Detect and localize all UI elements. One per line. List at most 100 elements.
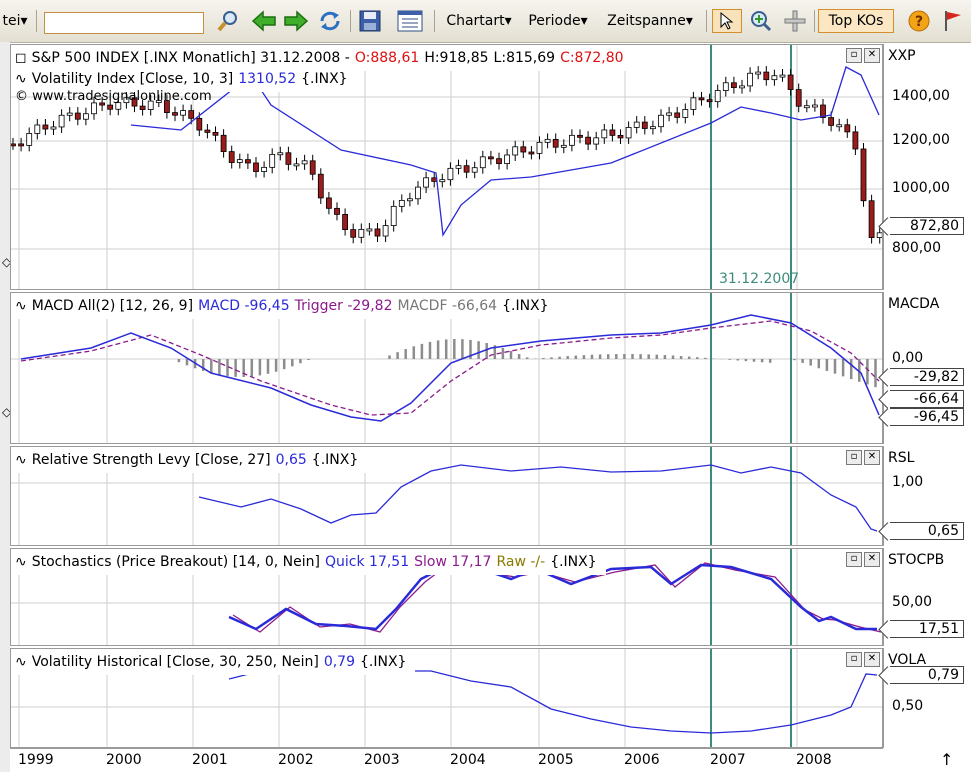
- candle-body: [350, 229, 357, 238]
- rsl-axis[interactable]: RSL 1,00 0,65: [883, 446, 971, 546]
- stoch-panel[interactable]: ∿ Stochastics (Price Breakout) [14, 0, N…: [10, 548, 883, 646]
- candle-body: [11, 143, 16, 147]
- toolbar: tei ▾ Chartart ▾ Periode ▾ Zeitspanne ▾ Top …: [0, 0, 971, 43]
- list-icon[interactable]: [394, 9, 426, 33]
- macdf-tag: -66,64: [890, 390, 964, 408]
- candle-body: [99, 102, 105, 106]
- back-arrow-icon[interactable]: [250, 9, 278, 33]
- candle-body: [382, 225, 389, 237]
- save-icon[interactable]: [356, 9, 384, 33]
- help-icon[interactable]: ?: [904, 9, 934, 33]
- separator: [36, 10, 37, 32]
- zeitspanne-dropdown[interactable]: Zeitspanne ▾: [600, 9, 700, 33]
- vola-value: 0,79: [323, 654, 355, 670]
- year-label: 2002: [278, 752, 314, 768]
- periode-dropdown[interactable]: Periode ▾: [522, 9, 594, 33]
- maximize-icon[interactable]: ▫: [846, 450, 862, 465]
- chartart-dropdown[interactable]: Chartart ▾: [440, 9, 518, 33]
- candle-body: [34, 124, 41, 134]
- candle-body: [366, 228, 373, 232]
- candle-body: [812, 104, 818, 108]
- line-icon: ∿: [15, 554, 27, 570]
- stoch-axis[interactable]: STOCPB 50,00 17,51: [883, 548, 971, 646]
- date-overlay: 31.12.2007: [719, 271, 800, 287]
- collapse-handle-icon[interactable]: ◇: [2, 405, 12, 419]
- vola-panel[interactable]: ∿ Volatility Historical [Close, 30, 250,…: [10, 648, 883, 748]
- candle-body: [91, 102, 97, 115]
- candle-body: [204, 129, 211, 133]
- macd-axis[interactable]: MACDA 0,00 -29,82 -66,64 -96,45: [883, 292, 971, 444]
- close-icon[interactable]: ✕: [864, 450, 880, 465]
- candle-body: [844, 124, 851, 133]
- candle-body: [641, 121, 648, 129]
- rsl-header: ∿ Relative Strength Levy [Close, 27] 0,6…: [11, 447, 368, 473]
- maximize-icon[interactable]: ▫: [846, 652, 862, 667]
- maximize-icon[interactable]: ▫: [846, 552, 862, 567]
- candle-body: [512, 146, 519, 156]
- candle-body: [755, 71, 762, 75]
- price-tick: 800,00: [892, 240, 941, 256]
- time-axis[interactable]: 1999 2000 2001 2002 2003 2004 2005 2006 …: [10, 748, 883, 773]
- rsl-panel[interactable]: ∿ Relative Strength Levy [Close, 27] 0,6…: [10, 446, 883, 546]
- candle-body: [860, 148, 867, 202]
- volatility-index-line: [130, 66, 880, 237]
- candle-body: [666, 112, 672, 116]
- flag-icon[interactable]: [938, 9, 968, 33]
- crosshair-icon[interactable]: [780, 9, 810, 33]
- menu-stub[interactable]: tei ▾: [2, 13, 28, 29]
- refresh-icon[interactable]: [316, 9, 344, 33]
- price-panel[interactable]: ◻ S&P 500 INDEX [.INX Monatlich] 31.12.2…: [10, 44, 883, 290]
- candle-body: [747, 72, 753, 87]
- collapse-handle-icon[interactable]: ◇: [2, 255, 12, 269]
- candle-body: [236, 159, 243, 163]
- candle-body: [50, 126, 57, 130]
- scroll-up-icon[interactable]: ↑: [940, 750, 954, 769]
- pointer-icon[interactable]: [712, 9, 742, 33]
- rsl-tick: 1,00: [892, 474, 924, 490]
- macd-tick: 0,00: [892, 350, 924, 366]
- watermark: © www.tradesignalonline.com: [15, 89, 212, 104]
- search-icon[interactable]: [214, 9, 242, 33]
- stoch-tag: 17,51: [890, 620, 964, 638]
- candle-body: [188, 110, 195, 119]
- candle-body: [731, 82, 737, 88]
- close-icon[interactable]: ✕: [864, 652, 880, 667]
- price-tick: 1000,00: [892, 180, 950, 196]
- top-kos-button[interactable]: Top KOs: [818, 9, 894, 33]
- close-icon[interactable]: ✕: [864, 552, 880, 567]
- candle-body: [852, 131, 859, 150]
- candle-body: [131, 97, 138, 107]
- vola-axis[interactable]: VOLA 0,50 0,79: [883, 648, 971, 748]
- candle-body: [285, 152, 292, 165]
- candle-body: [868, 200, 875, 238]
- candle-body: [301, 160, 308, 165]
- maximize-icon[interactable]: ▫: [846, 48, 862, 63]
- vix-name: Volatility Index [Close, 10, 3]: [31, 71, 234, 87]
- candle-body: [763, 71, 770, 81]
- price-axis[interactable]: XXP 1400,00 1200,00 1000,00 800,00 872,8…: [883, 44, 971, 290]
- candle-body: [269, 153, 276, 168]
- candle-body: [601, 129, 608, 139]
- vola-suffix: {.INX}: [360, 654, 407, 670]
- symbol-search-input[interactable]: [44, 12, 204, 34]
- candle-body: [876, 232, 882, 238]
- macd-panel[interactable]: ∿ MACD All(2) [12, 26, 9] MACD -96,45 Tr…: [10, 292, 883, 444]
- year-label: 2004: [450, 752, 486, 768]
- forward-arrow-icon[interactable]: [282, 9, 310, 33]
- svg-text:?: ?: [915, 14, 923, 30]
- candle-body: [496, 158, 502, 164]
- zoom-icon[interactable]: [746, 9, 776, 33]
- stoch-tick: 50,00: [892, 594, 933, 610]
- chevron-down-icon: ▾: [504, 13, 512, 29]
- year-label: 2001: [192, 752, 228, 768]
- close-value: C:872,80: [560, 50, 624, 66]
- line-icon: ∿: [15, 452, 27, 468]
- macd-tag: -96,45: [890, 408, 964, 426]
- candle-body: [447, 167, 454, 181]
- close-icon[interactable]: ✕: [864, 48, 880, 63]
- macdf-value: MACDF -66,64: [397, 298, 498, 314]
- candle-body: [560, 144, 567, 148]
- candle-body: [83, 113, 89, 120]
- candle-body: [658, 114, 664, 128]
- vola-name: Volatility Historical [Close, 30, 250, N…: [31, 654, 319, 670]
